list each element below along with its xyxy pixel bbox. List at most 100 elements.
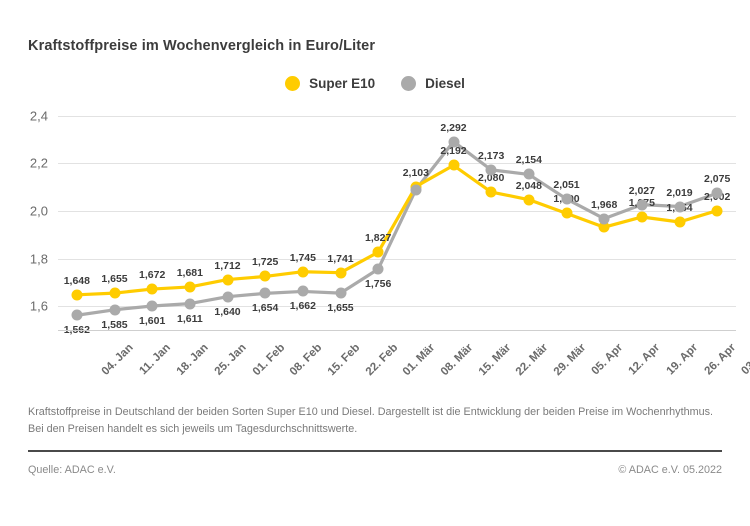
data-point-label: 1,741 — [327, 252, 354, 265]
data-point — [448, 159, 459, 171]
series-line-super-e10 — [75, 163, 719, 297]
x-axis-tick-label: 15. Feb — [325, 341, 363, 379]
data-point-label: 1,601 — [139, 314, 166, 327]
y-axis-tick-label: 2,2 — [29, 155, 48, 171]
data-point-label: 1,654 — [252, 302, 279, 315]
x-axis-tick-label: 15. Mär — [476, 341, 513, 379]
data-point — [71, 289, 83, 301]
data-point — [636, 211, 648, 223]
data-point — [222, 291, 233, 303]
data-point-label: 1,681 — [176, 266, 203, 279]
data-point-label: 2,019 — [666, 186, 693, 199]
data-point — [109, 287, 120, 299]
x-axis-labels: 04. Jan 11. Jan 18. Jan 25. Jan 01. Feb 08. F… — [58, 332, 750, 394]
data-point — [485, 164, 497, 176]
data-point-label: 2,173 — [478, 149, 505, 162]
x-axis-tick-label: 22. Mär — [513, 341, 551, 379]
gridline — [58, 211, 736, 213]
data-point-label: 1,756 — [365, 278, 392, 291]
data-point — [674, 201, 685, 213]
data-point — [184, 298, 196, 310]
data-point — [636, 199, 648, 211]
data-point — [410, 184, 422, 196]
data-point-label: 1,640 — [214, 305, 241, 318]
x-axis-tick-label: 05. Apr — [588, 341, 625, 378]
data-point — [711, 187, 723, 199]
series-lines — [75, 139, 719, 317]
data-point — [146, 300, 158, 312]
data-point-label: 1,725 — [252, 256, 279, 269]
data-point — [372, 263, 384, 275]
data-point-label: 1,611 — [176, 312, 203, 325]
data-point — [71, 309, 83, 321]
x-axis-tick-label: 03. Mai — [739, 342, 750, 378]
data-point-label: 2,075 — [704, 173, 731, 186]
gridline — [58, 306, 736, 308]
data-point — [711, 205, 723, 217]
chart-legend: Super E10 Diesel — [0, 76, 750, 91]
data-point-label: 1,585 — [101, 318, 128, 331]
y-axis-tick-label: 2,0 — [29, 203, 48, 219]
x-axis-tick-label: 29. Mär — [551, 341, 589, 379]
data-point — [222, 274, 233, 286]
gridline — [58, 163, 736, 165]
copyright-label: © ADAC e.V. 05.2022 — [618, 464, 722, 476]
data-point — [372, 246, 384, 258]
data-point-label: 1,648 — [63, 274, 90, 287]
x-axis-tick-label: 04. Jan — [99, 341, 136, 378]
data-point — [184, 281, 196, 293]
data-point-label: 1,827 — [365, 232, 392, 245]
legend-label: Super E10 — [309, 76, 376, 91]
page-title: Kraftstoffpreise im Wochenvergleich in E… — [28, 38, 376, 54]
data-point-label: 1,745 — [289, 251, 316, 264]
data-point — [259, 287, 271, 299]
legend-swatch-icon — [285, 76, 301, 91]
legend-item-diesel: Diesel — [401, 76, 465, 91]
y-axis-tick-label: 1,8 — [29, 251, 48, 267]
data-point — [674, 216, 685, 228]
data-point — [561, 193, 572, 205]
source-label: Quelle: ADAC e.V. — [28, 464, 116, 476]
data-point — [297, 285, 309, 297]
x-axis-tick-label: 08. Mär — [438, 341, 476, 379]
legend-item-super-e10: Super E10 — [285, 76, 375, 91]
data-point-label: 2,103 — [402, 166, 429, 179]
data-point — [485, 186, 497, 198]
data-point-label: 2,080 — [478, 172, 505, 185]
data-point — [146, 283, 158, 295]
x-axis-tick-label: 18. Jan — [174, 341, 211, 378]
data-point-label: 1,655 — [327, 302, 354, 315]
x-axis-tick-label: 19. Apr — [664, 341, 701, 378]
data-point — [259, 270, 271, 282]
legend-swatch-icon — [401, 76, 417, 91]
data-point-label: 2,192 — [440, 145, 467, 158]
x-axis-tick-label: 26. Apr — [701, 341, 738, 378]
x-axis-tick-label: 08. Feb — [287, 341, 325, 379]
data-point — [598, 213, 610, 225]
x-axis-tick-label: 01. Mär — [400, 341, 438, 379]
footer-divider — [28, 450, 722, 452]
data-point-label: 1,968 — [591, 198, 618, 211]
data-point-label: 2,292 — [440, 121, 467, 134]
data-point — [523, 168, 535, 180]
x-axis-tick-label: 11. Jan — [136, 341, 173, 378]
data-point — [448, 136, 459, 148]
data-point-label: 2,051 — [553, 178, 580, 191]
data-point — [335, 287, 346, 299]
plot-area: 1,6 1,8 2,0 2,2 2,4 1,648 1,655 1,672 1,681 1,712… — [30, 104, 736, 336]
data-point-label: 1,712 — [214, 259, 241, 272]
data-point — [109, 304, 120, 316]
chart-note: Kraftstoffpreise in Deutschland der beid… — [28, 406, 713, 436]
data-point-label: 2,027 — [628, 184, 655, 197]
data-point — [335, 267, 346, 279]
gridline — [58, 115, 736, 117]
x-axis-tick-label: 25. Jan — [212, 341, 249, 378]
data-point — [598, 221, 610, 233]
x-axis-tick-label: 12. Apr — [626, 341, 663, 378]
y-axis-tick-label: 2,4 — [29, 108, 48, 124]
legend-label: Diesel — [425, 76, 465, 91]
x-axis-tick-label: 22. Feb — [363, 341, 400, 379]
series-line-diesel — [75, 139, 719, 317]
x-axis-tick-label: 01. Feb — [250, 341, 287, 379]
